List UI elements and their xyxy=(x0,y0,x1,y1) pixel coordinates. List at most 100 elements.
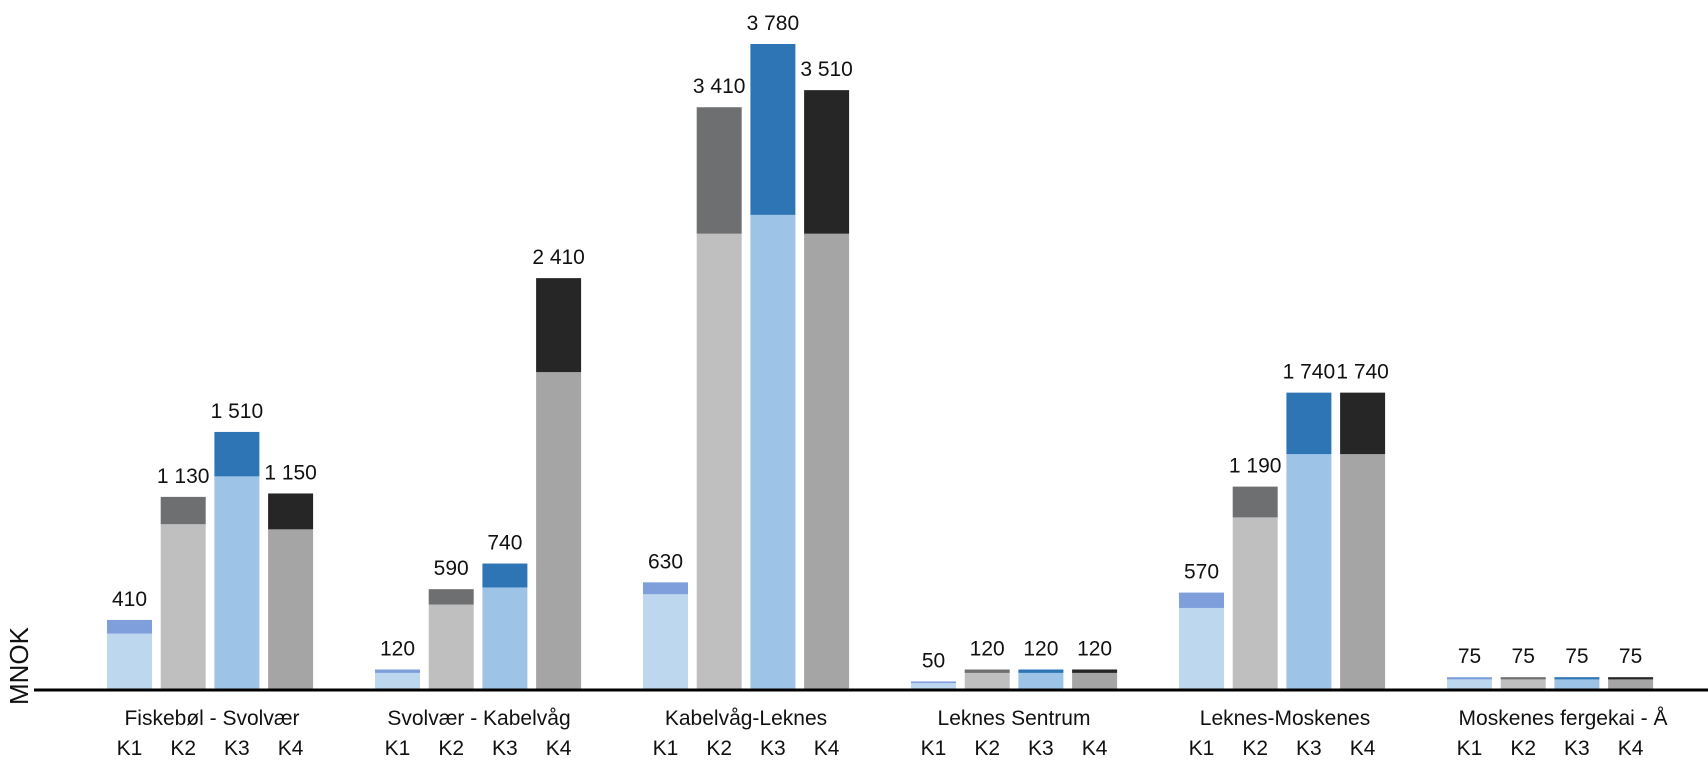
data-label: 1 130 xyxy=(157,465,210,488)
data-label: 590 xyxy=(434,557,469,580)
data-label: 120 xyxy=(1077,637,1112,660)
data-label: 1 510 xyxy=(211,400,264,423)
bar-base-k3-2 xyxy=(482,587,528,690)
x-tick-label: K3 xyxy=(224,737,250,760)
data-label: 630 xyxy=(648,550,683,573)
bar-base-k1-6 xyxy=(1447,679,1492,690)
bar-base-k2-4 xyxy=(964,672,1010,690)
group-label: Svolvær - Kabelvåg xyxy=(387,707,570,730)
x-tick-label: K1 xyxy=(1457,737,1483,760)
x-tick-label: K1 xyxy=(653,737,679,760)
x-tick-label: K4 xyxy=(546,737,572,760)
bar-base-k4-6 xyxy=(1608,679,1654,690)
bar-base-k2-3 xyxy=(696,233,742,690)
bar-top-k1-2 xyxy=(375,669,420,673)
data-label: 75 xyxy=(1619,645,1642,668)
bar-base-k4-3 xyxy=(804,233,850,690)
bar-top-k4-4 xyxy=(1072,669,1118,673)
bar-top-k2-1 xyxy=(160,496,206,525)
data-label: 2 410 xyxy=(532,246,585,269)
bar-top-k3-5 xyxy=(1286,392,1332,455)
bar-base-k1-2 xyxy=(375,672,420,690)
data-label: 1 740 xyxy=(1283,361,1336,384)
x-tick-label: K4 xyxy=(1618,737,1644,760)
x-tick-label: K4 xyxy=(814,737,840,760)
data-label: 120 xyxy=(1023,637,1058,660)
x-tick-label: K3 xyxy=(1296,737,1322,760)
bar-base-k4-5 xyxy=(1340,454,1386,690)
bar-base-k2-1 xyxy=(160,524,206,690)
x-tick-label: K1 xyxy=(385,737,411,760)
group-label: Kabelvåg-Leknes xyxy=(665,707,827,730)
bar-base-k1-3 xyxy=(643,594,688,690)
x-tick-label: K2 xyxy=(974,737,1000,760)
x-tick-label: K1 xyxy=(1189,737,1215,760)
x-tick-label: K4 xyxy=(1082,737,1108,760)
x-tick-label: K2 xyxy=(438,737,464,760)
x-tick-label: K2 xyxy=(706,737,732,760)
x-tick-label: K2 xyxy=(1510,737,1536,760)
bar-top-k3-2 xyxy=(482,563,528,588)
x-tick-label: K3 xyxy=(1564,737,1590,760)
bar-top-k1-6 xyxy=(1447,677,1492,680)
x-tick-label: K3 xyxy=(1028,737,1054,760)
data-label: 75 xyxy=(1565,645,1588,668)
bar-top-k4-2 xyxy=(536,278,582,373)
data-label: 740 xyxy=(487,532,522,555)
bar-top-k2-3 xyxy=(696,107,742,234)
bar-top-k4-1 xyxy=(268,493,314,530)
bar-base-k3-5 xyxy=(1286,454,1332,690)
x-tick-label: K1 xyxy=(921,737,947,760)
bar-top-k2-2 xyxy=(428,589,474,605)
x-tick-label: K3 xyxy=(492,737,518,760)
bar-top-k4-5 xyxy=(1340,392,1386,455)
data-label: 410 xyxy=(112,588,147,611)
data-label: 1 740 xyxy=(1336,361,1389,384)
data-label: 50 xyxy=(922,649,945,672)
bar-base-k2-6 xyxy=(1500,679,1546,690)
x-tick-label: K3 xyxy=(760,737,786,760)
bar-top-k1-1 xyxy=(107,619,152,634)
group-label: Leknes-Moskenes xyxy=(1200,707,1370,730)
group-label: Moskenes fergekai - Å xyxy=(1459,707,1668,730)
bar-top-k4-6 xyxy=(1608,677,1654,680)
bar-top-k3-4 xyxy=(1018,669,1064,673)
bar-base-k4-4 xyxy=(1072,672,1118,690)
data-label: 3 780 xyxy=(747,12,800,35)
data-label: 120 xyxy=(970,637,1005,660)
data-label: 570 xyxy=(1184,561,1219,584)
group-label: Leknes Sentrum xyxy=(938,707,1091,730)
data-label: 120 xyxy=(380,637,415,660)
bar-base-k4-2 xyxy=(536,372,582,690)
bar-base-k3-3 xyxy=(750,214,796,690)
data-label: 3 510 xyxy=(800,58,853,81)
data-label: 75 xyxy=(1458,645,1481,668)
bar-top-k2-5 xyxy=(1232,486,1278,518)
bar-base-k2-2 xyxy=(428,604,474,690)
group-label: Fiskebøl - Svolvær xyxy=(124,707,299,730)
bar-top-k3-3 xyxy=(750,44,796,215)
bar-base-k4-1 xyxy=(268,529,314,690)
x-tick-label: K2 xyxy=(170,737,196,760)
x-tick-label: K1 xyxy=(117,737,143,760)
bar-top-k4-3 xyxy=(804,90,850,234)
bar-base-k1-5 xyxy=(1179,607,1224,690)
bar-base-k3-4 xyxy=(1018,672,1064,690)
bar-base-k1-4 xyxy=(911,683,956,690)
bar-top-k1-3 xyxy=(643,582,688,595)
data-label: 75 xyxy=(1512,645,1535,668)
bar-base-k3-1 xyxy=(214,476,260,690)
bar-base-k2-5 xyxy=(1232,517,1278,690)
bar-top-k1-4 xyxy=(911,681,956,684)
x-tick-label: K4 xyxy=(1350,737,1376,760)
bar-top-k1-5 xyxy=(1179,592,1224,608)
bar-top-k3-6 xyxy=(1554,677,1600,680)
bar-top-k2-6 xyxy=(1500,677,1546,680)
x-tick-label: K2 xyxy=(1242,737,1268,760)
bar-top-k2-4 xyxy=(964,669,1010,673)
data-label: 3 410 xyxy=(693,75,746,98)
bar-base-k3-6 xyxy=(1554,679,1600,690)
bar-base-k1-1 xyxy=(107,633,152,690)
x-tick-label: K4 xyxy=(278,737,304,760)
